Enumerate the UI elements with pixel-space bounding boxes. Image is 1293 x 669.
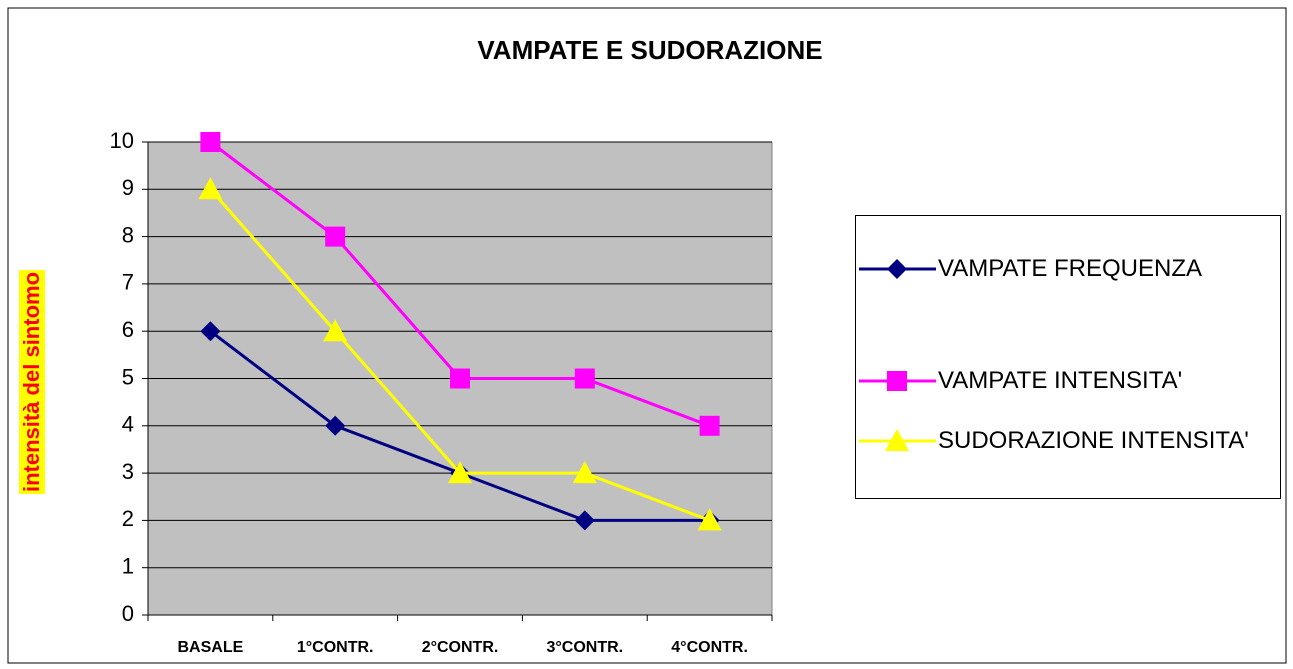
x-tick-label: 1°CONTR. bbox=[297, 639, 374, 656]
marker bbox=[699, 415, 720, 436]
y-tick-label: 4 bbox=[122, 412, 134, 437]
y-tick-label: 6 bbox=[122, 317, 134, 342]
x-tick-label: 2°CONTR. bbox=[422, 639, 499, 656]
y-tick-label: 8 bbox=[122, 222, 134, 247]
marker bbox=[450, 368, 470, 389]
marker bbox=[448, 461, 472, 484]
marker bbox=[574, 368, 595, 389]
legend-label: SUDORAZIONE INTENSITA' bbox=[938, 427, 1249, 454]
legend-swatch bbox=[859, 259, 936, 279]
y-tick-label: 9 bbox=[122, 175, 134, 200]
legend-entry: VAMPATE FREQUENZA bbox=[856, 245, 1280, 293]
legend-entry: VAMPATE INTENSITA' bbox=[856, 357, 1280, 405]
y-axis-label: intensità del sintomo bbox=[19, 269, 45, 495]
y-tick-label: 3 bbox=[122, 459, 134, 484]
y-tick-label: 2 bbox=[122, 506, 134, 531]
y-tick-label: 1 bbox=[122, 554, 134, 579]
legend-label: VAMPATE INTENSITA' bbox=[938, 367, 1183, 394]
chart-title: VAMPATE E SUDORAZIONE bbox=[477, 35, 822, 65]
y-tick-label: 5 bbox=[122, 364, 134, 389]
x-tick-label: BASALE bbox=[178, 639, 244, 656]
legend-label: VAMPATE FREQUENZA bbox=[938, 255, 1203, 282]
legend: VAMPATE FREQUENZA VAMPATE INTENSITA' SUDOR… bbox=[855, 215, 1281, 499]
marker bbox=[325, 415, 346, 436]
marker bbox=[887, 259, 907, 279]
legend-entry: SUDORAZIONE INTENSITA' bbox=[856, 417, 1280, 465]
marker bbox=[325, 226, 346, 247]
y-tick-label: 0 bbox=[122, 601, 134, 626]
marker bbox=[323, 319, 348, 342]
marker bbox=[697, 508, 722, 531]
x-tick-label: 4°CONTR. bbox=[671, 639, 748, 656]
marker bbox=[198, 177, 223, 200]
marker bbox=[574, 510, 595, 531]
marker bbox=[200, 132, 221, 152]
legend-swatch bbox=[859, 429, 936, 451]
y-tick-label: 10 bbox=[110, 128, 134, 153]
marker bbox=[887, 371, 907, 391]
marker bbox=[572, 461, 597, 484]
y-tick-label: 7 bbox=[122, 270, 134, 295]
marker bbox=[885, 429, 909, 451]
marker bbox=[200, 321, 221, 342]
x-tick-label: 3°CONTR. bbox=[546, 639, 623, 656]
legend-swatch bbox=[859, 371, 936, 391]
